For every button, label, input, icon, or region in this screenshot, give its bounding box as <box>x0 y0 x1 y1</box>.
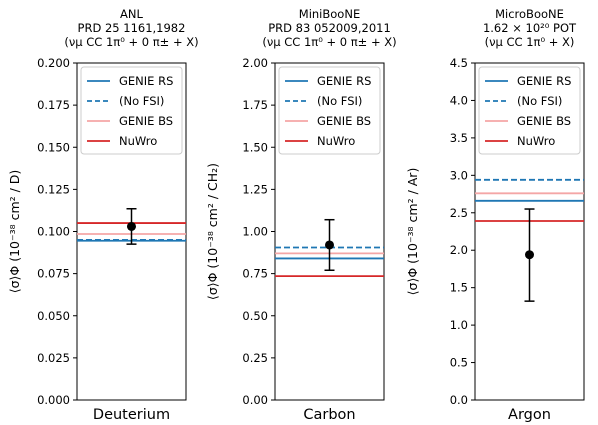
y-tick-label: 1.25 <box>242 182 268 196</box>
y-tick-label: 0.050 <box>37 309 70 323</box>
legend-label: GENIE RS <box>317 74 371 88</box>
y-axis-label: ⟨σ⟩Φ (10⁻³⁸ cm² / Ar) <box>405 168 420 296</box>
y-tick-label: 0.150 <box>37 140 70 154</box>
x-axis-label: Deuterium <box>93 407 170 423</box>
legend: GENIE RS (No FSI) GENIE BS NuWro <box>278 66 381 155</box>
y-tick-label: 1.50 <box>242 140 268 154</box>
y-tick-label: 0.175 <box>37 98 70 112</box>
chart-title-line-2: PRD 83 052009,2011 <box>268 21 391 35</box>
x-axis-label: Argon <box>508 407 551 423</box>
legend-box <box>478 66 581 155</box>
legend-label: NuWro <box>119 134 157 148</box>
y-tick-label: 1.75 <box>242 98 268 112</box>
legend-label: (No FSI) <box>119 94 164 108</box>
y-tick-label: 1.5 <box>450 281 468 295</box>
legend: GENIE RS (No FSI) GENIE BS NuWro <box>80 66 183 155</box>
y-tick-label: 0.50 <box>242 309 268 323</box>
y-tick-label: 0.200 <box>37 56 70 70</box>
y-tick-label: 1.0 <box>450 318 468 332</box>
y-tick-label: 0.000 <box>37 393 70 407</box>
x-axis-label: Carbon <box>303 407 355 423</box>
legend: GENIE RS (No FSI) GENIE BS NuWro <box>478 66 581 155</box>
legend-label: GENIE BS <box>119 114 173 128</box>
legend-label: NuWro <box>517 134 555 148</box>
y-tick-label: 0.0 <box>450 393 468 407</box>
chart-title-line-2: PRD 25 1161,1982 <box>78 21 186 35</box>
y-tick-label: 2.00 <box>242 56 268 70</box>
y-tick-label: 0.75 <box>242 267 268 281</box>
measurement-point <box>325 240 334 250</box>
chart-title-line-2: 1.62 × 10²⁰ POT <box>483 21 577 35</box>
legend-label: (No FSI) <box>517 94 562 108</box>
measurement-point <box>525 250 534 260</box>
y-tick-label: 0.100 <box>37 225 70 239</box>
y-tick-label: 0.00 <box>242 393 268 407</box>
chart-title-line-3: (νμ CC 1π⁰ + X) <box>485 35 575 49</box>
chart-title-line-1: MiniBooNE <box>299 7 360 21</box>
y-tick-label: 0.25 <box>242 351 268 365</box>
y-tick-label: 4.5 <box>450 56 468 70</box>
legend-box <box>278 66 381 155</box>
chart-title-line-1: ANL <box>120 7 143 21</box>
measurement-point <box>127 221 136 231</box>
legend-label: GENIE RS <box>119 74 173 88</box>
y-tick-label: 1.00 <box>242 225 268 239</box>
y-tick-label: 2.5 <box>450 206 468 220</box>
legend-label: (No FSI) <box>317 94 362 108</box>
legend-label: GENIE BS <box>317 114 371 128</box>
y-tick-label: 4.0 <box>450 93 468 107</box>
legend-label: GENIE BS <box>517 114 571 128</box>
chart-title-line-1: MicroBooNE <box>495 7 564 21</box>
chart-title-line-3: (νμ CC 1π⁰ + 0 π± + X) <box>262 35 396 49</box>
y-tick-label: 3.5 <box>450 131 468 145</box>
y-tick-label: 0.075 <box>37 267 70 281</box>
y-tick-label: 0.5 <box>450 356 468 370</box>
axes-frame <box>474 62 585 401</box>
y-axis-label: ⟨σ⟩Φ (10⁻³⁸ cm² / D) <box>7 170 22 294</box>
legend-label: GENIE RS <box>517 74 571 88</box>
chart-title-line-3: (νμ CC 1π⁰ + 0 π± + X) <box>64 35 198 49</box>
y-tick-label: 0.125 <box>37 182 70 196</box>
legend-box <box>80 66 183 155</box>
y-tick-label: 2.0 <box>450 243 468 257</box>
legend-label: NuWro <box>317 134 355 148</box>
y-tick-label: 0.025 <box>37 351 70 365</box>
y-tick-label: 3.0 <box>450 168 468 182</box>
y-axis-label: ⟨σ⟩Φ (10⁻³⁸ cm² / CH₂) <box>205 163 220 300</box>
